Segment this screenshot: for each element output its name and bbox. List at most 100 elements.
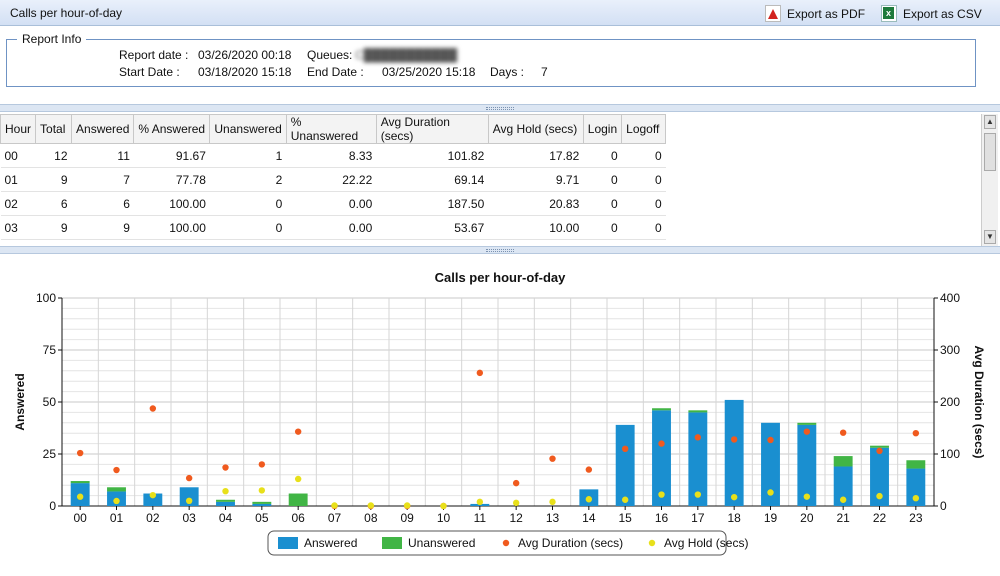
point-avg-duration[interactable] — [476, 369, 484, 377]
report-date-value: 03/26/2020 00:18 — [198, 48, 292, 62]
col-pct-unanswered[interactable]: % Unanswered — [285, 114, 377, 144]
col-answered[interactable]: Answered — [71, 114, 135, 144]
point-avg-hold[interactable] — [621, 496, 629, 503]
point-avg-duration[interactable] — [222, 464, 229, 471]
point-avg-hold[interactable] — [76, 493, 84, 500]
point-avg-hold[interactable] — [803, 493, 811, 500]
x-tick-label: 12 — [509, 511, 523, 525]
scroll-up-icon[interactable]: ▲ — [984, 115, 996, 129]
point-avg-hold[interactable] — [730, 493, 738, 501]
bar-unanswered[interactable] — [906, 460, 926, 469]
col-hour[interactable]: Hour — [0, 114, 37, 144]
point-avg-hold[interactable] — [694, 491, 702, 498]
bar-unanswered[interactable] — [688, 410, 708, 413]
scroll-thumb[interactable] — [984, 133, 996, 171]
point-avg-duration[interactable] — [149, 405, 157, 412]
point-avg-hold[interactable] — [658, 491, 665, 498]
point-avg-hold[interactable] — [331, 502, 338, 509]
point-avg-hold[interactable] — [222, 487, 229, 495]
bar-answered[interactable] — [870, 447, 889, 506]
point-avg-duration[interactable] — [730, 436, 738, 443]
point-avg-hold[interactable] — [839, 496, 847, 503]
table-row[interactable]: 02 6 6 100.00 0 0.00 187.50 20.83 0 0 — [0, 191, 666, 216]
bar-unanswered[interactable] — [652, 408, 671, 411]
splitter-bottom[interactable] — [0, 246, 1000, 254]
col-total[interactable]: Total — [35, 114, 73, 144]
bar-answered[interactable] — [797, 424, 817, 506]
point-avg-hold[interactable] — [512, 499, 520, 507]
point-avg-duration[interactable] — [185, 474, 193, 482]
y2-tick-label: 200 — [940, 395, 960, 409]
bar-answered[interactable] — [906, 468, 926, 506]
point-avg-duration[interactable] — [76, 449, 84, 457]
point-avg-hold[interactable] — [367, 502, 375, 509]
bar-answered[interactable] — [688, 412, 708, 506]
bar-answered[interactable] — [833, 466, 853, 506]
bar-unanswered[interactable] — [252, 501, 272, 504]
point-avg-duration[interactable] — [621, 445, 629, 452]
point-avg-hold[interactable] — [876, 492, 883, 500]
table-row[interactable]: 043266.67133.3374.0028.5000 — [0, 239, 666, 246]
bar-unanswered[interactable] — [216, 499, 235, 502]
splitter-top[interactable] — [0, 104, 1000, 112]
point-avg-duration[interactable] — [658, 440, 665, 447]
point-avg-duration[interactable] — [803, 428, 811, 435]
point-avg-duration[interactable] — [585, 466, 593, 473]
bar-unanswered[interactable] — [288, 493, 308, 506]
point-avg-duration[interactable] — [767, 436, 774, 444]
point-avg-duration[interactable] — [694, 434, 702, 441]
scroll-down-icon[interactable]: ▼ — [984, 230, 996, 244]
bar-unanswered[interactable] — [833, 456, 853, 467]
col-logoff[interactable]: Logoff — [621, 114, 667, 144]
point-avg-hold[interactable] — [912, 495, 920, 502]
bar-unanswered[interactable] — [870, 445, 889, 448]
point-avg-hold[interactable] — [767, 489, 774, 496]
bar-unanswered[interactable] — [107, 487, 126, 492]
point-avg-duration[interactable] — [912, 430, 920, 437]
point-avg-duration[interactable] — [294, 428, 302, 435]
col-avg-duration[interactable]: Avg Duration (secs) — [375, 114, 489, 144]
bar-answered[interactable] — [143, 493, 163, 506]
col-login[interactable]: Login — [582, 114, 623, 144]
bar-answered[interactable] — [615, 424, 635, 506]
end-date-value: 03/25/2020 15:18 — [382, 65, 476, 79]
table-cell: 0 — [583, 215, 622, 240]
point-avg-hold[interactable] — [113, 497, 120, 505]
bar-answered[interactable] — [652, 410, 671, 506]
point-avg-duration[interactable] — [549, 455, 556, 462]
point-avg-hold[interactable] — [585, 496, 593, 503]
point-avg-hold[interactable] — [185, 497, 193, 504]
export-pdf-button[interactable]: Export as PDF — [765, 5, 865, 22]
point-avg-duration[interactable] — [876, 447, 883, 455]
point-avg-hold[interactable] — [258, 487, 266, 494]
point-avg-duration[interactable] — [113, 466, 120, 474]
y2-tick-label: 300 — [940, 343, 960, 357]
bar-answered[interactable] — [179, 487, 199, 506]
bar-unanswered[interactable] — [797, 422, 817, 425]
bar-answered[interactable] — [724, 399, 744, 506]
bar-answered[interactable] — [761, 422, 780, 506]
point-avg-duration[interactable] — [258, 461, 266, 468]
point-avg-duration[interactable] — [512, 479, 520, 487]
point-avg-hold[interactable] — [403, 502, 411, 509]
point-avg-hold[interactable] — [294, 475, 302, 483]
export-csv-button[interactable]: Export as CSV — [881, 5, 982, 22]
table-cell: 187.50 — [376, 191, 489, 216]
bar-answered[interactable] — [216, 501, 235, 506]
bar-unanswered[interactable] — [70, 481, 90, 484]
table-cell: 0 — [583, 191, 622, 216]
y2-tick-label: 400 — [940, 291, 960, 305]
table-row[interactable]: 00 12 11 91.67 1 8.33 101.82 17.82 0 0 — [0, 143, 666, 168]
point-avg-hold[interactable] — [440, 502, 447, 510]
col-pct-answered[interactable]: % Answered — [133, 114, 211, 144]
bar-answered[interactable] — [252, 503, 272, 506]
point-avg-hold[interactable] — [549, 498, 556, 506]
col-avg-hold[interactable]: Avg Hold (secs) — [487, 114, 584, 144]
table-row[interactable]: 03 9 9 100.00 0 0.00 53.67 10.00 0 0 — [0, 215, 666, 240]
point-avg-duration[interactable] — [839, 429, 847, 436]
table-scrollbar[interactable]: ▲ ▼ — [981, 114, 998, 246]
point-avg-hold[interactable] — [149, 491, 157, 499]
point-avg-hold[interactable] — [476, 498, 484, 506]
table-row[interactable]: 01 9 7 77.78 2 22.22 69.14 9.71 0 0 — [0, 167, 666, 192]
col-unanswered[interactable]: Unanswered — [209, 114, 287, 144]
